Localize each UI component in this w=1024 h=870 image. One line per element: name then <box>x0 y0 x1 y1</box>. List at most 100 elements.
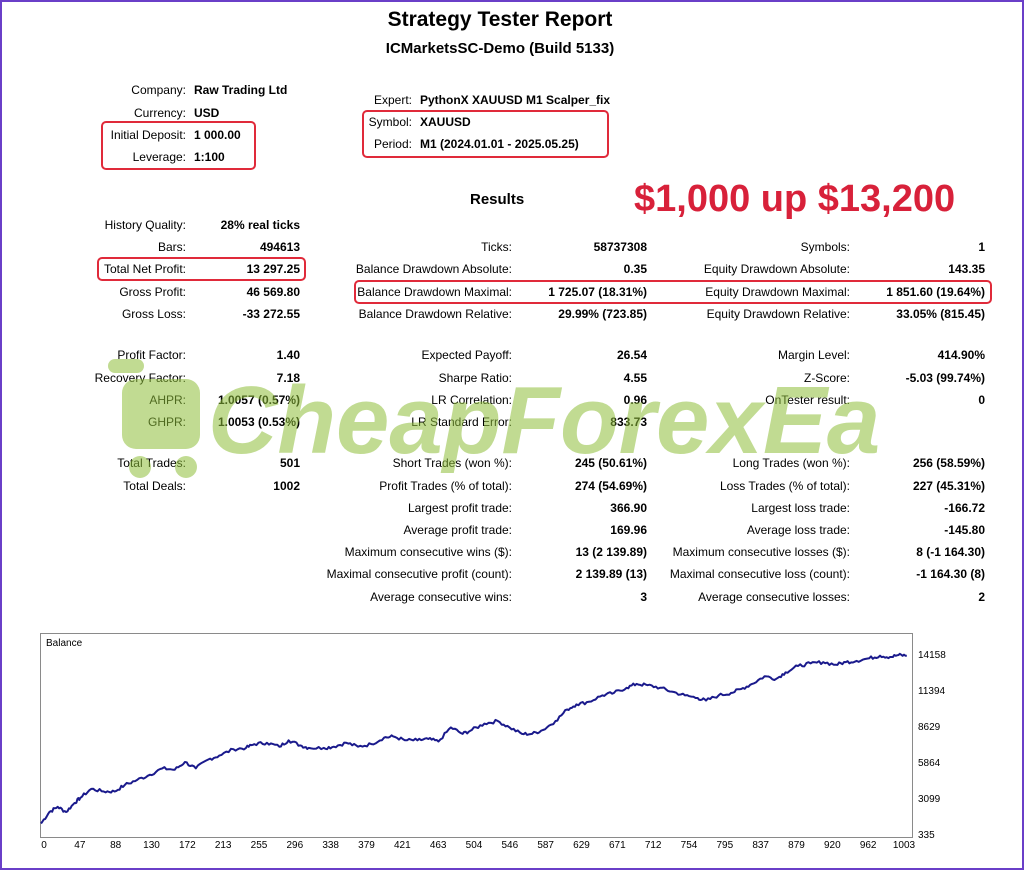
x-tick-label: 629 <box>573 840 590 851</box>
x-tick-label: 587 <box>537 840 554 851</box>
stat-value: 1.0057 (0.57%) <box>217 393 300 407</box>
y-tick-label: 3099 <box>918 794 941 805</box>
stat-label: Average consecutive losses: <box>698 590 850 604</box>
stat-value: 2 <box>978 590 985 604</box>
x-tick-label: 754 <box>680 840 698 851</box>
stat-value: 7.18 <box>276 371 300 385</box>
stat-value: 143.35 <box>948 262 985 276</box>
stat-label: Profit Factor: <box>117 348 186 362</box>
stat-value: 833.73 <box>610 415 647 429</box>
x-tick-label: 795 <box>716 840 734 851</box>
stat-value: 26.54 <box>616 348 647 362</box>
stat-value: 1 725.07 (18.31%) <box>548 285 647 299</box>
account-label: Currency: <box>133 106 186 120</box>
stat-label: Equity Drawdown Maximal: <box>705 285 850 299</box>
stat-label: Total Deals: <box>123 479 186 493</box>
stat-label: Balance Drawdown Maximal: <box>357 285 512 299</box>
stat-label: Maximum consecutive wins ($): <box>344 545 512 559</box>
stat-value: 0.96 <box>623 393 647 407</box>
y-tick-label: 14158 <box>918 650 946 661</box>
x-tick-label: 296 <box>286 840 304 851</box>
stat-label: GHPR: <box>147 415 186 429</box>
stat-value: -1 164.30 (8) <box>916 567 985 581</box>
stat-label: AHPR: <box>149 393 186 407</box>
stat-value: 256 (58.59%) <box>912 456 985 470</box>
promo-banner: $1,000 up $13,200 <box>634 178 956 220</box>
y-tick-label: 335 <box>918 830 935 841</box>
x-tick-label: 920 <box>823 840 841 851</box>
account-value: 1 000.00 <box>194 128 241 142</box>
stat-label: Total Net Profit: <box>103 262 186 276</box>
x-tick-label: 962 <box>859 840 877 851</box>
account-label: Leverage: <box>132 150 186 164</box>
x-tick-label: 172 <box>178 840 196 851</box>
stat-value: -145.80 <box>944 523 985 537</box>
stat-label: Maximal consecutive profit (count): <box>326 567 512 581</box>
stat-label: Equity Drawdown Relative: <box>706 307 850 321</box>
stat-label: Equity Drawdown Absolute: <box>703 262 850 276</box>
x-tick-label: 837 <box>752 840 769 851</box>
stat-label: Gross Loss: <box>121 307 186 321</box>
account-value: 1:100 <box>194 150 225 164</box>
y-tick-label: 11394 <box>918 686 946 697</box>
symbol-label: Symbol: <box>368 115 412 129</box>
balance-series-line <box>40 652 907 825</box>
x-tick-label: 421 <box>393 840 411 851</box>
stat-label: Total Trades: <box>117 456 186 470</box>
stat-label: Balance Drawdown Relative: <box>358 307 512 321</box>
stat-value: 33.05% (815.45) <box>896 307 985 321</box>
stat-label: Loss Trades (% of total): <box>719 479 850 493</box>
symbol-value: XAUUSD <box>420 115 471 129</box>
y-tick-label: 5864 <box>918 758 941 769</box>
stat-value: -166.72 <box>944 501 985 515</box>
stat-label: Average consecutive wins: <box>370 590 512 604</box>
x-tick-label: 255 <box>250 840 268 851</box>
stat-value: 169.96 <box>610 523 647 537</box>
period-value: M1 (2024.01.01 - 2025.05.25) <box>420 137 579 151</box>
stat-value: 58737308 <box>593 240 647 254</box>
stat-value: -33 272.55 <box>242 307 300 321</box>
stat-label: Sharpe Ratio: <box>438 371 512 385</box>
x-tick-label: 130 <box>143 840 160 851</box>
x-tick-label: 546 <box>501 840 519 851</box>
stat-value: 414.90% <box>937 348 985 362</box>
results-heading: Results <box>470 191 525 208</box>
balance-chart <box>40 652 907 825</box>
chart-title: Balance <box>46 638 83 649</box>
stat-value: 13 (2 139.89) <box>575 545 647 559</box>
stat-label: LR Correlation: <box>431 393 512 407</box>
highlight-box-drawdown-maximal <box>354 280 992 304</box>
stat-value: 227 (45.31%) <box>912 479 985 493</box>
x-tick-label: 463 <box>429 840 447 851</box>
stat-label: Ticks: <box>481 240 512 254</box>
highlight-box-symbol-period <box>362 110 609 158</box>
stat-value: 1.40 <box>276 348 300 362</box>
stat-label: Recovery Factor: <box>94 371 186 385</box>
stat-value: 0.35 <box>623 262 647 276</box>
stat-value: 274 (54.69%) <box>574 479 647 493</box>
expert-value: PythonX XAUUSD M1 Scalper_fix <box>420 93 611 107</box>
x-tick-label: 379 <box>358 840 375 851</box>
period-label: Period: <box>373 137 412 151</box>
stat-label: Maximum consecutive losses ($): <box>672 545 850 559</box>
x-tick-label: 338 <box>322 840 339 851</box>
stat-value: 245 (50.61%) <box>574 456 647 470</box>
balance-chart-frame <box>40 633 913 838</box>
stat-value: 1.0053 (0.53%) <box>217 415 300 429</box>
x-tick-label: 47 <box>74 840 86 851</box>
stat-value: 501 <box>279 456 300 470</box>
stat-label: Average loss trade: <box>746 523 850 537</box>
stat-label: Margin Level: <box>777 348 850 362</box>
stat-value: 46 569.80 <box>246 285 300 299</box>
stat-label: Gross Profit: <box>119 285 186 299</box>
stat-value: 4.55 <box>623 371 647 385</box>
highlight-box-net-profit <box>97 257 306 281</box>
x-tick-label: 879 <box>788 840 805 851</box>
x-tick-label: 1003 <box>892 840 916 851</box>
stat-value: 1 851.60 (19.64%) <box>886 285 985 299</box>
highlight-box-deposit <box>101 121 256 170</box>
stat-label: Balance Drawdown Absolute: <box>355 262 512 276</box>
stat-value: 29.99% (723.85) <box>558 307 647 321</box>
report-title: Strategy Tester Report <box>387 8 613 31</box>
cart-icon <box>122 379 200 449</box>
